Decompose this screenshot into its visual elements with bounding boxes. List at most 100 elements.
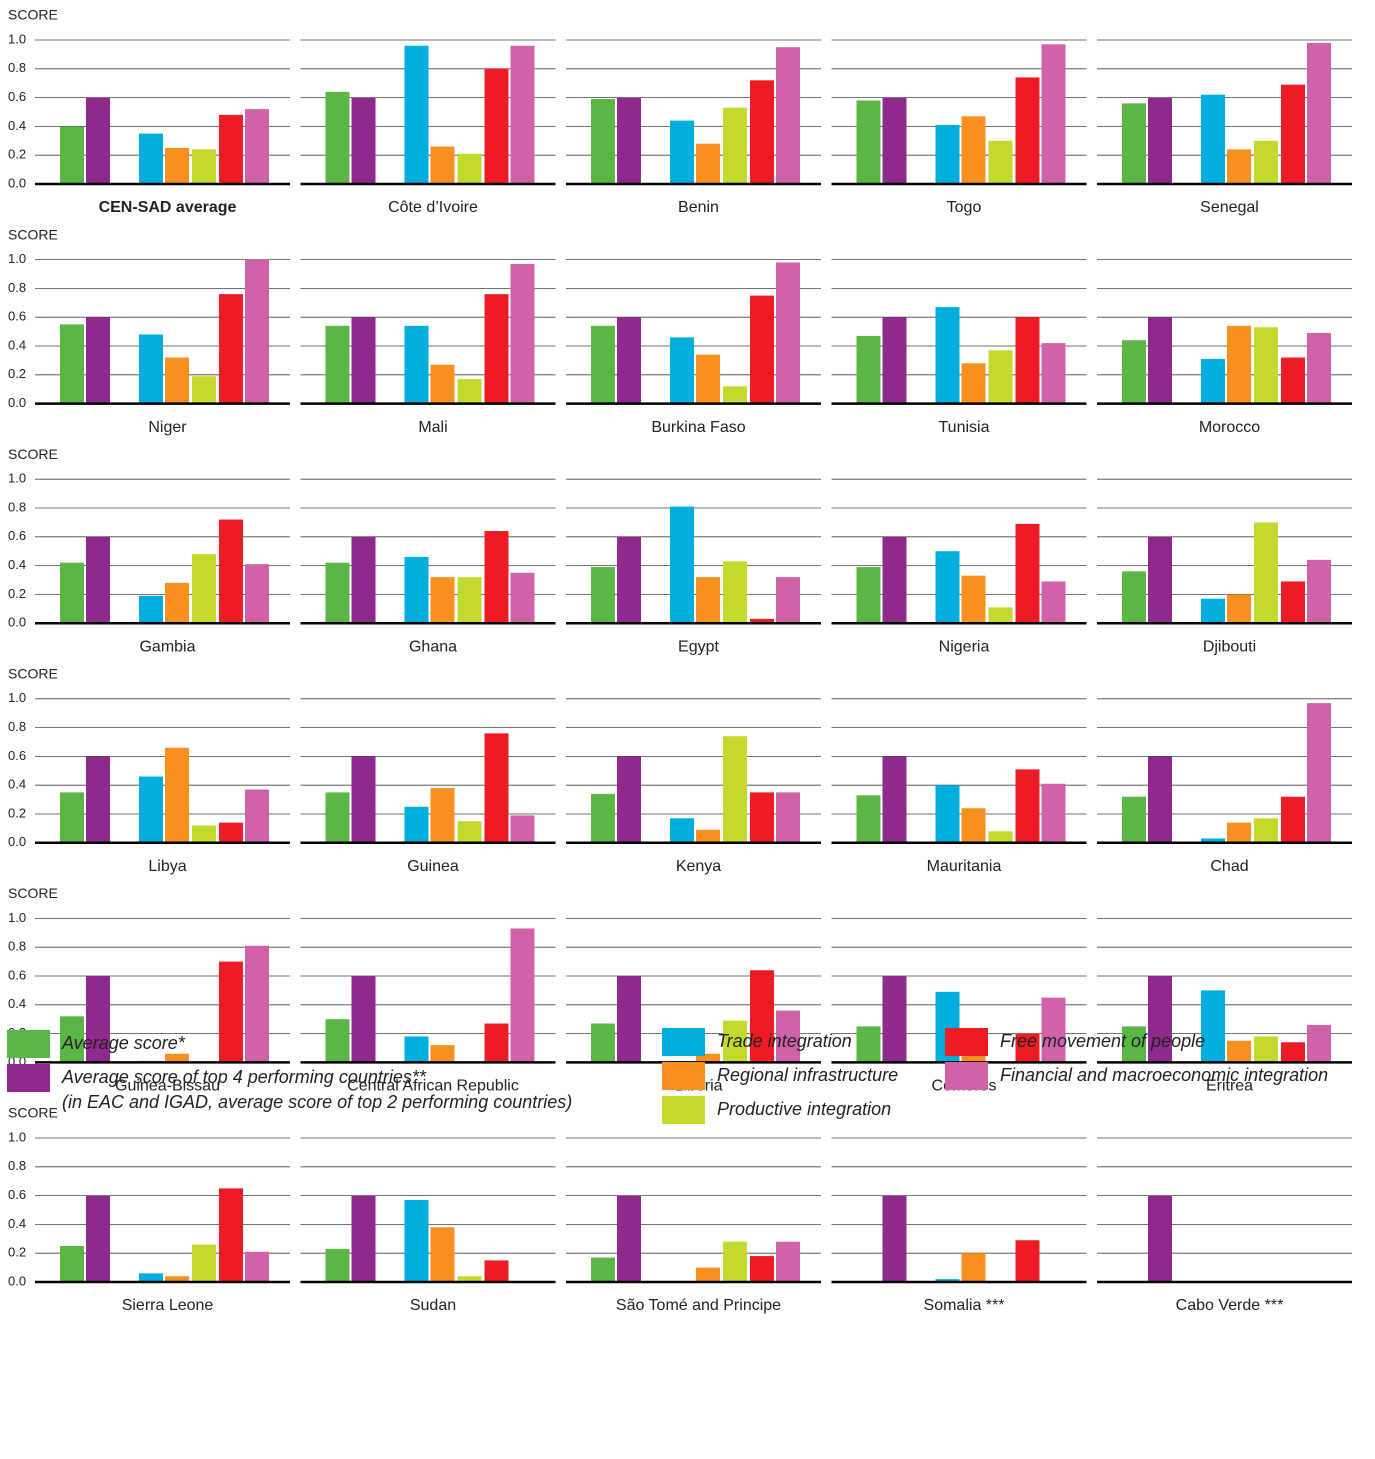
panel-title: Senegal: [1200, 199, 1259, 216]
bar: [484, 294, 509, 404]
y-tick-label: 0.2: [8, 1245, 26, 1260]
y-tick-label: 1.0: [8, 690, 26, 705]
legend-label: Financial and macroeconomic integration: [1000, 1065, 1328, 1085]
bar: [1122, 103, 1146, 184]
bar: [961, 1253, 986, 1282]
panel-title: Chad: [1210, 858, 1248, 875]
legend-swatch: [945, 1028, 988, 1056]
bar: [484, 1023, 509, 1063]
panel-title: Somalia ***: [924, 1297, 1005, 1314]
y-tick-label: 0.6: [8, 748, 26, 763]
bar: [591, 567, 615, 624]
bar: [696, 1267, 720, 1282]
bar: [1227, 594, 1251, 624]
bar: [1201, 94, 1225, 184]
bar: [165, 357, 189, 404]
bar: [591, 99, 615, 184]
panel-title: Sierra Leone: [122, 1297, 214, 1314]
bar: [1254, 1036, 1278, 1063]
y-axis-label: SCORE: [8, 7, 58, 23]
bar: [325, 792, 350, 843]
panel-title: Morocco: [1199, 419, 1260, 436]
bar: [351, 756, 376, 843]
bar: [935, 551, 960, 624]
y-axis-label: SCORE: [8, 666, 58, 682]
bar: [1015, 77, 1040, 184]
bar: [776, 792, 800, 843]
bar: [404, 1199, 429, 1282]
bar: [776, 1010, 800, 1063]
bar: [219, 822, 243, 843]
bar: [139, 334, 163, 404]
y-tick-label: 0.8: [8, 280, 26, 295]
bar: [1122, 796, 1146, 843]
y-tick-label: 0.4: [8, 996, 26, 1011]
legend-label: Free movement of people: [1000, 1031, 1205, 1051]
bar: [325, 325, 350, 404]
bar: [325, 1019, 350, 1063]
bar: [723, 386, 747, 404]
bar: [86, 317, 110, 404]
panel-title: Kenya: [676, 858, 721, 875]
y-axis-label: SCORE: [8, 885, 58, 901]
bar: [1281, 84, 1305, 184]
panel-title: Guinea-Bissau: [115, 1078, 220, 1095]
bar: [1254, 327, 1278, 404]
bar: [1041, 997, 1066, 1063]
bar: [617, 536, 641, 624]
bar: [219, 519, 243, 624]
bar: [750, 792, 774, 843]
panel-title: Nigeria: [939, 638, 990, 655]
y-tick-label: 0.4: [8, 777, 26, 792]
bar: [245, 945, 269, 1063]
panel-title: Djibouti: [1203, 638, 1256, 655]
y-tick-label: 0.8: [8, 499, 26, 514]
bar: [1201, 358, 1225, 404]
bar: [670, 818, 694, 843]
bar: [60, 1016, 84, 1063]
y-tick-label: 0.2: [8, 586, 26, 601]
bar: [750, 80, 774, 184]
bar: [404, 325, 429, 404]
y-tick-label: 1.0: [8, 910, 26, 925]
bar: [245, 564, 269, 624]
bar: [404, 1036, 429, 1063]
bar: [882, 317, 907, 404]
legend-swatch: [662, 1096, 705, 1124]
bar: [245, 259, 269, 404]
y-tick-label: 0.2: [8, 805, 26, 820]
bar: [86, 1195, 110, 1282]
bar: [723, 107, 747, 184]
y-tick-label: 0.2: [8, 147, 26, 162]
y-tick-label: 0.2: [8, 366, 26, 381]
bar: [457, 153, 482, 184]
bar: [510, 263, 535, 404]
bar: [139, 776, 163, 843]
panel-title: Benin: [678, 199, 719, 216]
y-tick-label: 0.0: [8, 615, 26, 630]
bar: [723, 561, 747, 624]
bar: [1281, 796, 1305, 843]
bar: [484, 1260, 509, 1282]
bar: [325, 91, 350, 184]
panel-title: Egypt: [678, 638, 719, 655]
bar: [192, 149, 216, 184]
bar: [245, 109, 269, 184]
bar: [60, 562, 84, 624]
y-tick-label: 0.0: [8, 175, 26, 190]
bar: [1148, 97, 1172, 184]
legend-swatch: [662, 1062, 705, 1090]
panel-title: Sudan: [410, 1297, 456, 1314]
bar: [750, 1256, 774, 1282]
legend-swatch: [662, 1028, 705, 1056]
bar: [192, 554, 216, 624]
bar: [1148, 317, 1172, 404]
bar: [961, 808, 986, 843]
bar: [591, 793, 615, 843]
panel-title: Burkina Faso: [651, 419, 745, 436]
bar: [457, 577, 482, 624]
bar: [617, 97, 641, 184]
bar: [591, 1023, 615, 1063]
bar: [696, 577, 720, 624]
